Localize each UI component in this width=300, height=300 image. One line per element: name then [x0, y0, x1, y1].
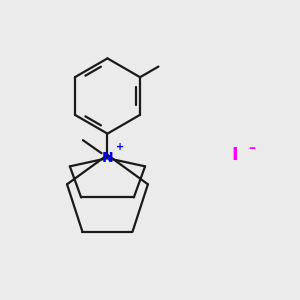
Text: N: N: [102, 151, 113, 165]
Text: +: +: [116, 142, 124, 152]
Text: –: –: [248, 141, 255, 155]
Text: I: I: [232, 146, 238, 164]
